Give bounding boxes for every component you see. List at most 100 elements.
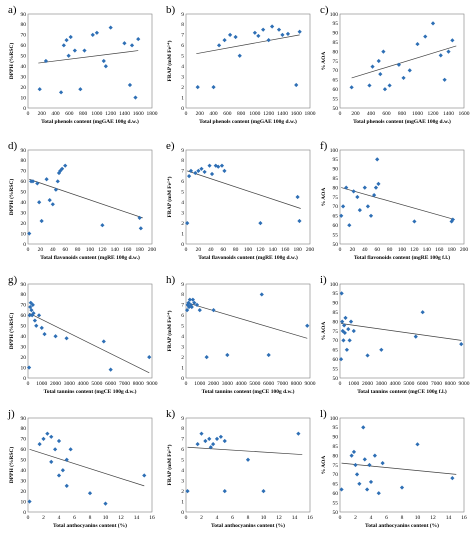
data-point: [203, 438, 208, 444]
x-tick-label: 180: [135, 247, 144, 253]
y-tick-label: 0: [181, 510, 184, 516]
data-point: [204, 355, 209, 360]
x-tick-label: 1400: [119, 111, 130, 117]
y-tick-label: 30: [21, 210, 27, 216]
x-tick-label: 16: [461, 515, 467, 521]
data-point: [222, 489, 227, 494]
trend-line: [28, 312, 150, 374]
data-point: [27, 365, 32, 370]
data-point: [192, 300, 197, 305]
data-point: [211, 442, 216, 447]
data-point: [202, 169, 207, 175]
chart-panel-j: j) 0 10 20 30 40 50 60 70 80 90 0 2 4 6 8 10 12 14 16 Total …: [8, 408, 156, 536]
x-tick-label: 120: [98, 247, 107, 253]
x-tick-label: 3000: [376, 381, 387, 387]
data-point: [346, 327, 351, 332]
y-tick-label: 5: [181, 54, 184, 60]
y-axis-label: FRAP (mM Fe²⁺): [166, 40, 173, 81]
data-point: [209, 171, 215, 177]
y-tick-label: 70: [21, 33, 27, 39]
trend-line: [341, 323, 462, 341]
x-tick-label: 60: [374, 247, 380, 253]
x-tick-label: 1000: [194, 381, 205, 387]
data-point: [36, 313, 42, 318]
data-point: [361, 425, 366, 430]
data-point: [365, 204, 370, 209]
data-point: [196, 168, 201, 173]
chart-panel-f: f) 50 55 60 65 70 75 80 85 90 95 100 0 20 40 60 80 100 120…: [320, 140, 468, 268]
y-tick-label: 90: [333, 435, 339, 441]
y-tick-label: 50: [21, 54, 27, 60]
y-tick-label: 9: [181, 12, 184, 18]
x-tick-label: 0: [185, 247, 188, 253]
x-tick-label: 8: [247, 515, 250, 521]
data-point: [37, 87, 42, 92]
data-point: [64, 483, 69, 488]
x-tick-label: 100: [398, 247, 407, 253]
data-point: [372, 453, 377, 458]
data-point: [72, 48, 77, 53]
data-point: [53, 447, 58, 452]
x-tick-label: 160: [123, 247, 132, 253]
y-tick-label: 55: [333, 96, 339, 102]
chart-panel-a: a) 0 10 20 30 40 50 60 70 80 90 0 200 400 600 800 1000 12…: [8, 4, 158, 132]
y-axis-label: DPPH (%RSC): [8, 447, 15, 484]
x-tick-label: 1000: [36, 381, 47, 387]
data-point: [365, 353, 370, 358]
x-tick-label: 8000: [133, 381, 144, 387]
panel-letter: j): [8, 408, 15, 420]
scatter-plot-l: 50 55 60 65 70 75 80 85 90 95 100 0 2 4 6 8 10 12 14 16 Tota…: [321, 416, 467, 529]
x-tick-label: 7000: [431, 381, 442, 387]
y-tick-label: 1: [181, 231, 184, 237]
y-tick-label: 85: [333, 176, 339, 182]
y-tick-label: 9: [181, 148, 184, 154]
x-tick-label: 1000: [91, 111, 102, 117]
data-point: [375, 157, 380, 162]
x-tick-label: 0: [27, 247, 30, 253]
data-point: [245, 457, 251, 462]
data-point: [68, 447, 73, 452]
y-tick-label: 55: [333, 232, 339, 238]
y-tick-label: 70: [333, 204, 339, 210]
x-tick-label: 0: [339, 515, 342, 521]
y-tick-label: 7: [181, 437, 184, 443]
x-axis-label: Total anthocyanins content (%): [53, 522, 127, 529]
x-tick-label: 800: [398, 111, 407, 117]
data-point: [53, 334, 58, 339]
y-tick-label: 20: [21, 355, 27, 361]
y-tick-label: 65: [333, 78, 339, 84]
y-tick-label: 95: [333, 291, 339, 297]
data-point: [60, 468, 65, 473]
y-axis-label: FRAP (mM Fe²⁺): [166, 444, 173, 485]
y-axis-label: DPPH (%RSC): [8, 43, 15, 80]
y-tick-label: 0: [181, 242, 184, 248]
data-point: [357, 481, 362, 486]
data-point: [376, 58, 381, 64]
y-tick-label: 4: [181, 334, 184, 340]
panel-letter: b): [166, 4, 176, 16]
y-tick-label: 5: [181, 458, 184, 464]
data-point: [380, 461, 385, 466]
x-tick-label: 1200: [105, 111, 116, 117]
data-point: [49, 434, 54, 439]
y-tick-label: 0: [23, 376, 26, 382]
panel-letter: f): [320, 140, 328, 152]
y-tick-label: 2: [181, 489, 184, 495]
y-axis-label: % AOA: [321, 52, 327, 71]
data-point: [459, 342, 464, 347]
x-tick-label: 400: [209, 111, 218, 117]
x-tick-label: 6: [385, 515, 388, 521]
x-tick-label: 10: [103, 515, 109, 521]
x-tick-label: 12: [276, 515, 282, 521]
y-tick-label: 95: [333, 21, 339, 27]
panel-letter: i): [320, 274, 327, 286]
data-point: [413, 334, 418, 339]
data-point: [252, 30, 257, 35]
data-point: [195, 85, 200, 90]
scatter-plot-g: 0 10 20 30 40 50 60 70 80 90 0 1000 2000 3000 4000 5000…: [8, 282, 158, 395]
y-tick-label: 100: [330, 282, 339, 288]
data-point: [368, 479, 374, 485]
x-tick-label: 9000: [147, 381, 158, 387]
